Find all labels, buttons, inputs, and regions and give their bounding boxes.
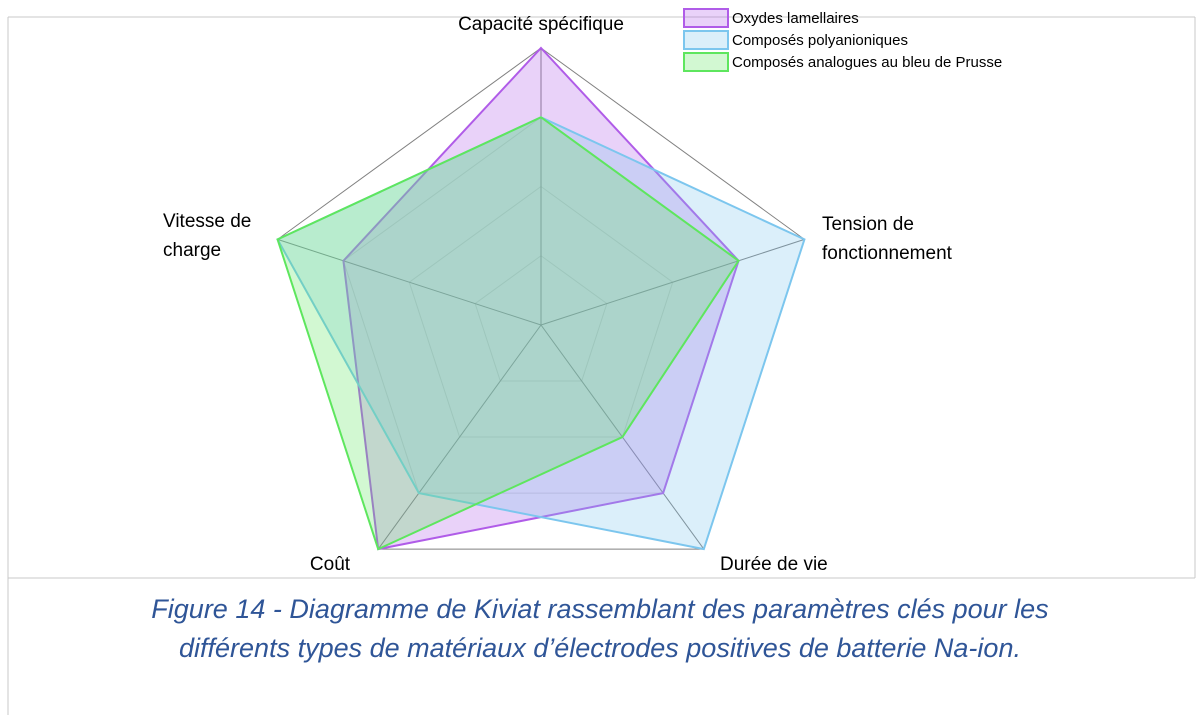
- spoke: [277, 238, 542, 326]
- legend-swatch: [683, 52, 729, 72]
- caption: Figure 14 - Diagramme de Kiviat rassembl…: [151, 594, 1049, 663]
- axis-label: Tension de fonctionnement: [822, 214, 952, 264]
- series-area: [342, 46, 740, 551]
- grid-ring: [276, 47, 806, 550]
- legend-label: Composés polyanioniques: [732, 32, 908, 49]
- series-area: [276, 116, 740, 551]
- axis-label: Capacité spécifique: [458, 14, 624, 35]
- legend-swatch: [683, 8, 729, 28]
- legend-label: Oxydes lamellaires: [732, 10, 859, 27]
- spoke: [377, 324, 542, 550]
- spoke: [540, 238, 805, 326]
- grid-ring: [408, 185, 674, 438]
- axis-label: Vitesse de charge: [163, 211, 252, 261]
- axis-label: Coût: [309, 554, 351, 575]
- axis-label: Durée de vie: [720, 554, 828, 575]
- legend-swatch: [683, 30, 729, 50]
- legend-label: Composés analogues au bleu de Prusse: [732, 54, 1002, 71]
- grid-ring: [474, 255, 608, 382]
